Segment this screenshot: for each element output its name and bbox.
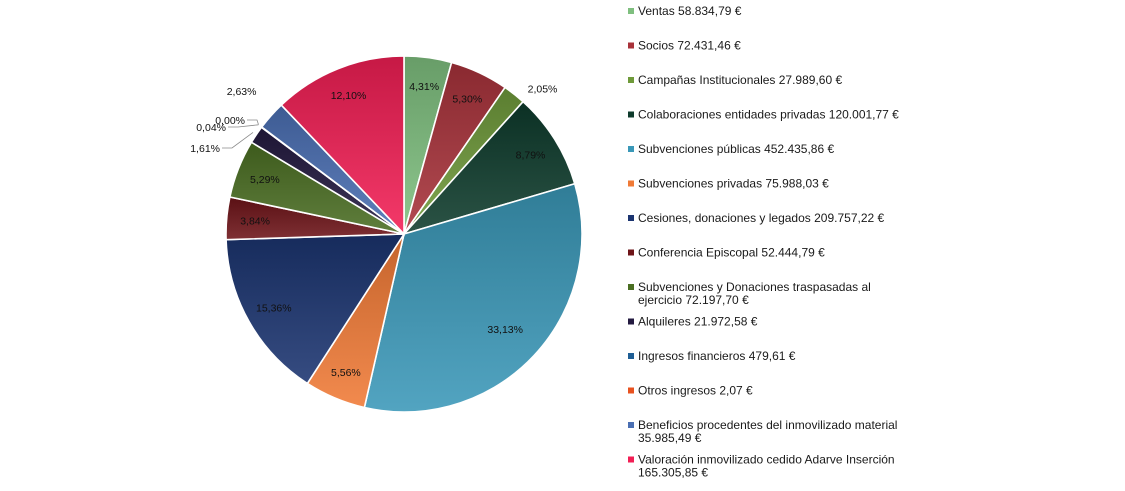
legend-label: 165.305,85 € bbox=[638, 466, 708, 480]
legend-item: Subvenciones públicas 452.435,86 € bbox=[628, 142, 834, 156]
percent-labels: 4,31% 5,30% 2,05% 8,79% 33,13% 5,56% 15,36% 3,8… bbox=[190, 81, 557, 379]
leader-line bbox=[228, 124, 259, 128]
pie-slice bbox=[280, 55, 405, 237]
pie-slices bbox=[225, 55, 583, 413]
legend-label: 35.985,49 € bbox=[638, 431, 702, 445]
legend-item: Colaboraciones entidades privadas 120.00… bbox=[628, 108, 899, 122]
percent-label: 3,84% bbox=[240, 216, 270, 228]
percent-label: 4,31% bbox=[409, 81, 439, 93]
legend-label: Beneficios procedentes del inmovilizado … bbox=[638, 418, 897, 432]
legend-label: Otros ingresos 2,07 € bbox=[638, 384, 753, 398]
percent-label: 33,13% bbox=[487, 324, 523, 336]
percent-label: 5,29% bbox=[250, 174, 280, 186]
legend-marker bbox=[628, 318, 634, 325]
legend-marker bbox=[628, 77, 634, 83]
legend-label: Colaboraciones entidades privadas 120.00… bbox=[638, 108, 899, 122]
legend-marker bbox=[628, 284, 634, 290]
legend-label: Ventas 58.834,79 € bbox=[638, 4, 742, 18]
legend-item: Alquileres 21.972,58 € bbox=[628, 315, 758, 329]
legend-marker bbox=[628, 387, 634, 394]
legend-item: Valoración inmovilizado cedido Adarve In… bbox=[628, 453, 895, 480]
legend-item: Ventas 58.834,79 € bbox=[628, 4, 742, 18]
percent-label: 8,79% bbox=[516, 149, 546, 161]
legend-marker bbox=[628, 42, 634, 49]
percent-label: 0,00% bbox=[215, 115, 245, 127]
percent-label: 5,30% bbox=[452, 94, 482, 106]
legend-item: Socios 72.431,46 € bbox=[628, 39, 741, 53]
legend-item: Conferencia Episcopal 52.444,79 € bbox=[628, 246, 825, 260]
percent-label: 12,10% bbox=[331, 90, 367, 102]
legend-marker bbox=[628, 422, 634, 428]
percent-label: 5,56% bbox=[331, 367, 361, 379]
percent-label: 2,05% bbox=[528, 83, 558, 95]
legend-label: Valoración inmovilizado cedido Adarve In… bbox=[638, 453, 895, 467]
legend-label: Subvenciones y Donaciones traspasadas al bbox=[638, 280, 871, 294]
pie-slice bbox=[225, 233, 406, 385]
percent-label: 15,36% bbox=[256, 303, 292, 315]
pie-slice bbox=[363, 182, 583, 413]
legend-label: Cesiones, donaciones y legados 209.757,2… bbox=[638, 211, 885, 225]
legend-label: Conferencia Episcopal 52.444,79 € bbox=[638, 246, 825, 260]
legend-marker bbox=[628, 456, 634, 463]
legend-label: Ingresos financieros 479,61 € bbox=[638, 349, 796, 363]
legend-marker bbox=[628, 146, 634, 152]
leader-line bbox=[222, 132, 254, 149]
legend-item: Subvenciones privadas 75.988,03 € bbox=[628, 177, 829, 191]
legend-label: Subvenciones públicas 452.435,86 € bbox=[638, 142, 834, 156]
leader-lines bbox=[222, 119, 259, 149]
legend-item: Cesiones, donaciones y legados 209.757,2… bbox=[628, 211, 885, 225]
legend-label: Socios 72.431,46 € bbox=[638, 39, 741, 53]
percent-label: 0,04% bbox=[196, 122, 226, 134]
legend: Ventas 58.834,79 € Socios 72.431,46 € Camp… bbox=[628, 4, 899, 480]
legend-marker bbox=[628, 353, 634, 359]
legend-item: Subvenciones y Donaciones traspasadas al… bbox=[628, 280, 871, 307]
pie-slice bbox=[401, 100, 576, 236]
legend-label: Alquileres 21.972,58 € bbox=[638, 315, 758, 329]
legend-marker bbox=[628, 111, 634, 118]
percent-label: 1,61% bbox=[190, 143, 220, 155]
legend-marker bbox=[628, 249, 634, 256]
legend-marker bbox=[628, 8, 634, 14]
percent-label: 2,63% bbox=[227, 86, 257, 98]
legend-label: Campañas Institucionales 27.989,60 € bbox=[638, 73, 842, 87]
legend-item: Otros ingresos 2,07 € bbox=[628, 384, 753, 398]
legend-item: Campañas Institucionales 27.989,60 € bbox=[628, 73, 842, 87]
legend-marker bbox=[628, 215, 634, 221]
legend-marker bbox=[628, 180, 634, 187]
legend-label: ejercicio 72.197,70 € bbox=[638, 293, 749, 307]
legend-item: Beneficios procedentes del inmovilizado … bbox=[628, 418, 897, 445]
legend-label: Subvenciones privadas 75.988,03 € bbox=[638, 177, 829, 191]
legend-item: Ingresos financieros 479,61 € bbox=[628, 349, 796, 363]
leader-line bbox=[247, 119, 259, 125]
